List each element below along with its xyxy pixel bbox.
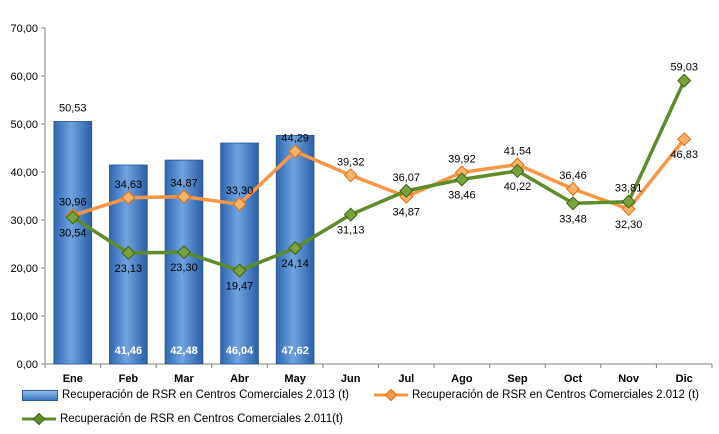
data-label-2012: 39,32 (337, 156, 365, 168)
point-2012 (565, 181, 581, 197)
y-tick-label: 60,00 (10, 71, 38, 83)
point-2012 (677, 132, 692, 147)
x-tick-label: Abr (230, 373, 250, 385)
legend-swatch-2011 (22, 413, 56, 425)
x-tick-label: Sep (507, 373, 527, 385)
legend-item-2013: Recuperación de RSR en Centros Comercial… (22, 389, 349, 401)
legend-swatch-2012 (374, 389, 408, 401)
legend-item-2011: Recuperación de RSR en Centros Comercial… (22, 413, 343, 425)
data-label-2011: 59,03 (670, 62, 698, 74)
point-2011 (510, 163, 525, 179)
data-label-2011: 30,54 (59, 227, 87, 239)
data-label-2012: 32,30 (615, 219, 643, 231)
data-label-2011: 19,47 (226, 281, 254, 293)
point-2011 (176, 245, 192, 260)
point-2011 (65, 210, 80, 225)
x-tick-label: Jun (341, 373, 361, 385)
data-label-2013: 46,04 (226, 345, 254, 357)
bar-2013 (220, 142, 259, 365)
data-label-2011: 36,07 (393, 172, 421, 184)
data-label-2012: 34,63 (115, 179, 143, 191)
legend-label-2011: Recuperación de RSR en Centros Comercial… (60, 413, 343, 425)
series-line-2011 (71, 79, 686, 273)
point-2011 (454, 172, 469, 187)
y-tick-label: 70,00 (10, 23, 38, 35)
data-label-2013: 42,48 (170, 345, 198, 357)
y-tick-label: 0,00 (17, 359, 38, 371)
data-label-2011: 40,22 (504, 181, 532, 193)
point-2011 (677, 73, 692, 88)
point-2011 (565, 196, 581, 211)
data-label-2012: 33,30 (226, 185, 254, 197)
y-tick-label: 40,00 (10, 167, 38, 179)
x-tick-label: Dic (676, 373, 693, 385)
point-2011 (288, 241, 303, 256)
point-2011 (343, 207, 358, 222)
data-label-2011: 33,48 (559, 213, 587, 225)
point-2012 (232, 197, 247, 212)
data-label-2012: 46,83 (670, 149, 698, 161)
x-tick-label: May (284, 373, 306, 385)
data-label-2012: 41,54 (504, 146, 532, 158)
point-2012 (288, 144, 303, 159)
point-2012 (121, 190, 136, 205)
bar-2013 (53, 121, 93, 365)
data-label-2011: 31,13 (337, 225, 365, 237)
data-label-2013: 41,46 (115, 345, 143, 357)
x-tick-label: Ene (63, 373, 83, 385)
data-label-2011: 23,30 (170, 262, 198, 274)
x-tick-label: Nov (618, 373, 640, 385)
point-2011 (121, 245, 136, 261)
point-2012 (343, 168, 358, 183)
data-label-2013: 50,53 (59, 102, 87, 114)
point-2011 (399, 183, 414, 198)
legend-label-2012: Recuperación de RSR en Centros Comercial… (412, 389, 699, 401)
data-label-2012: 34,87 (393, 207, 421, 219)
data-label-2011: 24,14 (281, 258, 309, 270)
point-2011 (232, 263, 247, 278)
x-tick-label: Mar (174, 373, 194, 385)
x-tick-label: Ago (451, 373, 473, 385)
data-label-2012: 39,92 (448, 153, 476, 165)
data-label-2011: 33,81 (615, 183, 643, 195)
point-2012 (176, 189, 192, 204)
x-tick-label: Oct (564, 373, 583, 385)
legend-item-2012: Recuperación de RSR en Centros Comercial… (374, 389, 699, 401)
y-tick-label: 50,00 (10, 119, 38, 131)
legend-label-2013: Recuperación de RSR en Centros Comercial… (62, 389, 349, 401)
data-label-2012: 44,29 (281, 132, 309, 144)
y-tick-label: 10,00 (10, 311, 38, 323)
x-tick-label: Feb (119, 373, 139, 385)
y-tick-label: 30,00 (10, 215, 38, 227)
data-label-2011: 23,13 (115, 263, 143, 275)
data-label-2012: 36,46 (559, 170, 587, 182)
point-2012 (621, 201, 636, 217)
data-label-2011: 38,46 (448, 189, 476, 201)
series-line-2012 (72, 138, 686, 218)
data-label-2012: 34,87 (170, 178, 198, 190)
x-tick-label: Jul (398, 373, 414, 385)
data-label-2012: 30,96 (59, 196, 87, 208)
legend-swatch-2013 (22, 389, 58, 401)
data-label-2013: 47,62 (281, 345, 309, 357)
point-2011 (621, 194, 636, 209)
y-tick-label: 20,00 (10, 263, 38, 275)
